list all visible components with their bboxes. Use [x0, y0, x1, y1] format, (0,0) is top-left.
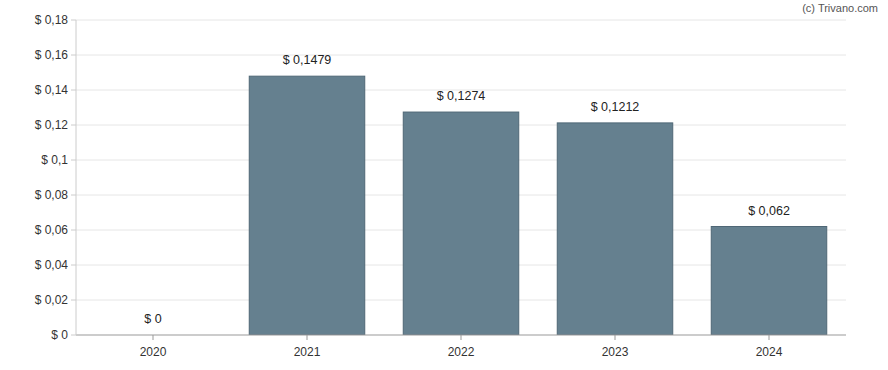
- y-tick: [71, 195, 76, 196]
- y-tick-label: $ 0,12: [35, 118, 69, 132]
- y-tick-label: $ 0,1: [41, 153, 68, 167]
- y-tick: [71, 90, 76, 91]
- bar: [711, 227, 827, 336]
- y-tick: [71, 160, 76, 161]
- chart-container: $ 0 $ 0,02 $ 0,04 $ 0,06 $ 0,08 $ 0,1 $ 0,12 $ …: [0, 0, 888, 370]
- bars: [249, 76, 827, 335]
- y-tick-label: $ 0,06: [35, 223, 69, 237]
- chart-svg: $ 0 $ 0,02 $ 0,04 $ 0,06 $ 0,08 $ 0,1 $ 0,12 $ …: [0, 0, 888, 370]
- x-tick: [461, 335, 462, 340]
- x-tick-label: 2024: [756, 345, 783, 359]
- data-label: $ 0,1479: [283, 53, 332, 67]
- x-tick-label: 2022: [448, 345, 475, 359]
- y-tick: [71, 125, 76, 126]
- grid-line: [76, 55, 846, 56]
- x-tick: [615, 335, 616, 340]
- data-label: $ 0: [144, 312, 161, 326]
- data-label: $ 0,1274: [437, 89, 486, 103]
- y-tick-label: $ 0,14: [35, 83, 69, 97]
- x-tick-label: 2020: [140, 345, 167, 359]
- y-tick: [71, 55, 76, 56]
- y-tick: [71, 230, 76, 231]
- y-tick-label: $ 0,18: [35, 13, 69, 27]
- data-label: $ 0,1212: [591, 100, 640, 114]
- bar: [249, 76, 365, 335]
- x-tick: [153, 335, 154, 340]
- data-label: $ 0,062: [748, 204, 790, 218]
- y-axis-line: [76, 20, 77, 335]
- y-tick: [71, 300, 76, 301]
- y-tick-label: $ 0,02: [35, 293, 69, 307]
- y-tick: [71, 335, 76, 336]
- x-tick: [769, 335, 770, 340]
- bar: [403, 112, 519, 335]
- y-tick-label: $ 0: [51, 328, 68, 342]
- x-tick: [307, 335, 308, 340]
- y-tick-label: $ 0,08: [35, 188, 69, 202]
- annotation: (c) Trivano.com: [802, 2, 878, 14]
- bar: [557, 123, 673, 335]
- grid-line: [76, 20, 846, 21]
- y-tick-label: $ 0,04: [35, 258, 69, 272]
- x-tick-label: 2021: [294, 345, 321, 359]
- y-tick: [71, 20, 76, 21]
- x-tick-label: 2023: [602, 345, 629, 359]
- page: {"chart_data": {"type": "bar", "categori…: [0, 0, 888, 370]
- y-tick-label: $ 0,16: [35, 48, 69, 62]
- y-tick: [71, 265, 76, 266]
